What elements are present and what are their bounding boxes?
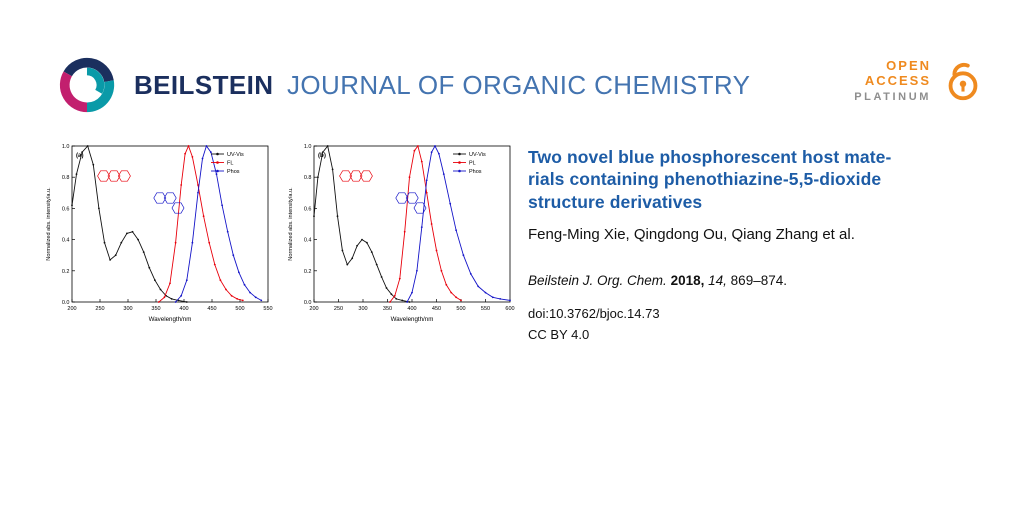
svg-text:Normalized abs. intensity/a.u.: Normalized abs. intensity/a.u. [288,187,294,261]
svg-text:(a): (a) [76,152,84,159]
svg-text:200: 200 [67,306,76,312]
svg-text:UV-Vis: UV-Vis [227,152,244,158]
svg-text:1.0: 1.0 [62,144,70,150]
svg-text:550: 550 [263,306,272,312]
svg-text:0.0: 0.0 [304,300,312,306]
molecule-sketch-blue [395,192,427,214]
svg-text:500: 500 [456,306,465,312]
svg-text:0.2: 0.2 [304,269,312,275]
spectra-chart-a: 200 250 300 350 400 450 500 550 0.0 0.2 0.4 0.6 0.8 1… [42,140,278,336]
article-authors: Feng-Ming Xie, Qingdong Ou, Qiang Zhang … [528,226,855,244]
citation-pages: 869–874. [730,273,787,289]
svg-text:250: 250 [95,306,104,312]
citation-journal: Beilstein J. Org. Chem. [528,273,667,289]
citation-volume: 14, [708,273,727,289]
open-lock-icon [948,62,978,101]
molecule-sketch-red [339,170,373,182]
svg-text:PL: PL [469,161,476,167]
open-label: OPEN [886,57,931,73]
beilstein-logo-icon [59,57,115,113]
svg-text:0.4: 0.4 [304,238,312,244]
article-title: Two novel blue phosphorescent host mate-… [528,147,892,212]
svg-text:400: 400 [407,306,416,312]
open-access-text: OPEN ACCESS PLATINUM [854,57,931,104]
journal-title: BEILSTEIN JOURNAL OF ORGANIC CHEMISTRY [134,70,750,101]
molecule-sketch-red [97,170,131,182]
svg-text:0.2: 0.2 [62,269,70,275]
molecule-sketch-blue [153,192,185,214]
spectra-chart-b: 200 250 300 350 400 450 500 550 600 0.0 0.2 0.4 0.6 0… [284,140,520,336]
open-access-badge: OPEN ACCESS PLATINUM [854,58,986,104]
access-label: ACCESS [864,72,931,88]
svg-text:500: 500 [235,306,244,312]
svg-text:0.8: 0.8 [62,175,70,181]
journal-title-rest: JOURNAL OF ORGANIC CHEMISTRY [287,69,751,100]
svg-text:600: 600 [505,306,514,312]
svg-text:0.6: 0.6 [62,206,70,212]
svg-text:350: 350 [383,306,392,312]
svg-text:200: 200 [309,306,318,312]
svg-text:Normalized abs. intensity/a.u.: Normalized abs. intensity/a.u. [46,187,52,261]
svg-text:1.0: 1.0 [304,144,312,150]
svg-text:UV-Vis: UV-Vis [469,152,486,158]
journal-title-bold: BEILSTEIN [134,69,274,100]
svg-text:550: 550 [481,306,490,312]
svg-text:FL: FL [227,161,233,167]
svg-text:400: 400 [179,306,188,312]
svg-text:300: 300 [358,306,367,312]
svg-text:250: 250 [334,306,343,312]
article-info: Two novel blue phosphorescent host mate-… [528,146,984,342]
svg-text:0.8: 0.8 [304,175,312,181]
svg-text:0.4: 0.4 [62,238,70,244]
article-license: CC BY 4.0 [528,327,590,343]
citation-year: 2018, [670,273,705,289]
article-citation: Beilstein J. Org. Chem. 2018, 14, 869–87… [528,273,984,288]
svg-text:Phos: Phos [227,169,240,175]
svg-text:450: 450 [432,306,441,312]
svg-text:Wavelength/nm: Wavelength/nm [391,316,434,323]
article-doi: doi:10.3762/bjoc.14.73 [528,306,660,322]
svg-text:Wavelength/nm: Wavelength/nm [149,316,192,323]
svg-text:300: 300 [123,306,132,312]
svg-text:0.6: 0.6 [304,206,312,212]
journal-header: BEILSTEIN JOURNAL OF ORGANIC CHEMISTRY [56,52,750,118]
svg-text:Phos: Phos [469,169,482,175]
svg-text:0.0: 0.0 [62,300,70,306]
svg-text:450: 450 [207,306,216,312]
svg-text:350: 350 [151,306,160,312]
platinum-label: PLATINUM [854,91,931,104]
